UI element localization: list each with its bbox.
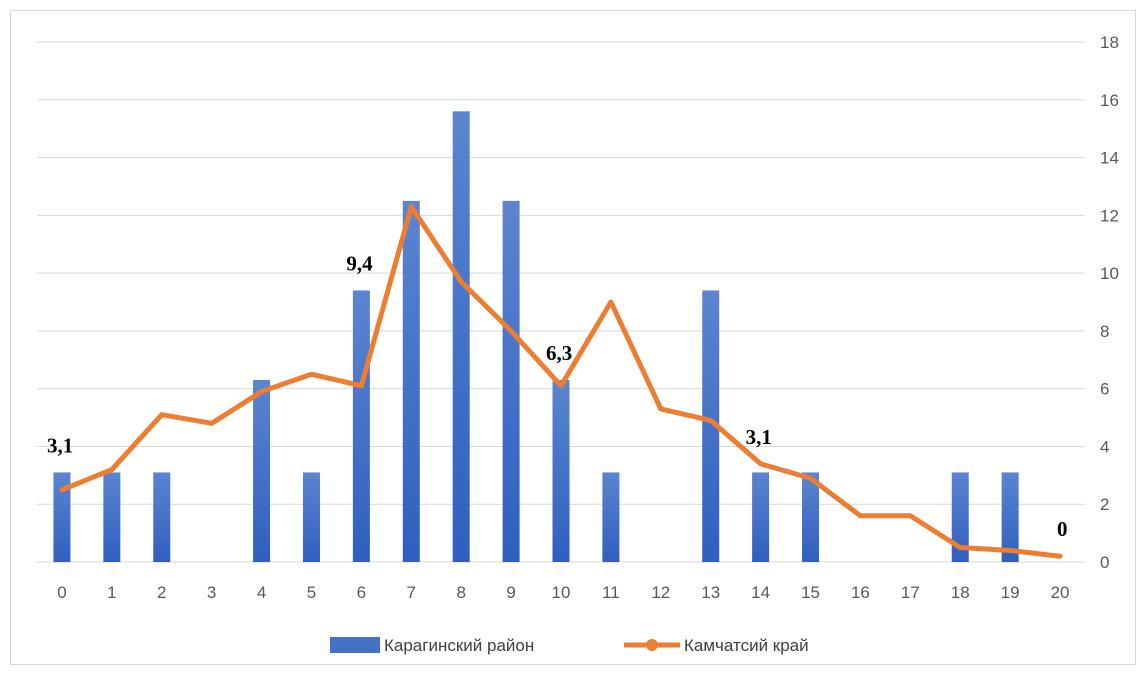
legend: Карагинский район Камчатсий край	[330, 636, 809, 655]
line-series	[59, 204, 1063, 559]
bar	[53, 472, 71, 562]
x-tick-label: 7	[407, 583, 416, 602]
legend-swatch-bar	[330, 637, 380, 653]
bar	[253, 380, 271, 562]
x-tick-label: 2	[157, 583, 166, 602]
y-tick-label: 6	[1100, 380, 1109, 399]
x-tick-label: 10	[552, 583, 571, 602]
bar	[402, 200, 420, 562]
y-tick-label: 4	[1100, 437, 1109, 456]
y-tick-label: 16	[1100, 91, 1119, 110]
bar	[502, 200, 520, 562]
bar	[552, 380, 570, 562]
bar-series	[53, 111, 1019, 562]
x-tick-label: 16	[851, 583, 870, 602]
x-tick-label: 6	[357, 583, 366, 602]
x-tick-label: 5	[307, 583, 316, 602]
gridlines	[37, 41, 1085, 563]
x-tick-label: 14	[751, 583, 770, 602]
series-line	[59, 204, 1063, 559]
x-axis-ticks: 0 1 2 3 4 5 6 7 8 9 10 11 12 13 14 15 16 17 18 19 20	[57, 583, 1069, 602]
bar	[153, 472, 171, 562]
x-tick-label: 3	[207, 583, 216, 602]
x-tick-label: 20	[1051, 583, 1070, 602]
x-tick-label: 9	[506, 583, 515, 602]
bar	[802, 472, 820, 562]
x-tick-label: 8	[456, 583, 465, 602]
x-tick-label: 4	[257, 583, 266, 602]
y-tick-label: 12	[1100, 206, 1119, 225]
data-labels: 3,1 9,4 6,3 3,1 0	[47, 251, 1068, 541]
bar	[752, 472, 770, 562]
bar	[602, 472, 620, 562]
x-tick-label: 12	[651, 583, 670, 602]
bar	[702, 290, 720, 562]
y-tick-label: 14	[1100, 149, 1119, 168]
bar	[352, 290, 370, 562]
legend-label: Камчатсий край	[684, 636, 809, 655]
y-axis-ticks: 0 2 4 6 8 10 12 14 16 18	[1100, 33, 1119, 572]
bar	[103, 472, 121, 562]
x-tick-label: 17	[901, 583, 920, 602]
y-tick-label: 18	[1100, 33, 1119, 52]
x-tick-label: 1	[107, 583, 116, 602]
x-tick-label: 11	[602, 583, 620, 602]
y-tick-label: 2	[1100, 495, 1109, 514]
bar	[452, 111, 470, 562]
data-label: 6,3	[546, 341, 572, 365]
bar	[1001, 472, 1019, 562]
x-tick-label: 15	[801, 583, 820, 602]
data-label: 0	[1057, 517, 1068, 541]
data-label: 3,1	[47, 433, 73, 457]
y-tick-label: 0	[1100, 553, 1109, 572]
y-tick-label: 8	[1100, 322, 1109, 341]
data-label: 3,1	[746, 425, 772, 449]
legend-label: Карагинский район	[384, 636, 534, 655]
x-tick-label: 0	[57, 583, 66, 602]
x-tick-label: 18	[951, 583, 970, 602]
legend-marker	[646, 639, 658, 651]
bar	[951, 472, 969, 562]
data-label: 9,4	[346, 251, 373, 275]
x-tick-label: 19	[1001, 583, 1020, 602]
y-tick-label: 10	[1100, 264, 1119, 283]
x-tick-label: 13	[701, 583, 720, 602]
bar	[302, 472, 320, 562]
chart-frame	[10, 10, 1136, 665]
